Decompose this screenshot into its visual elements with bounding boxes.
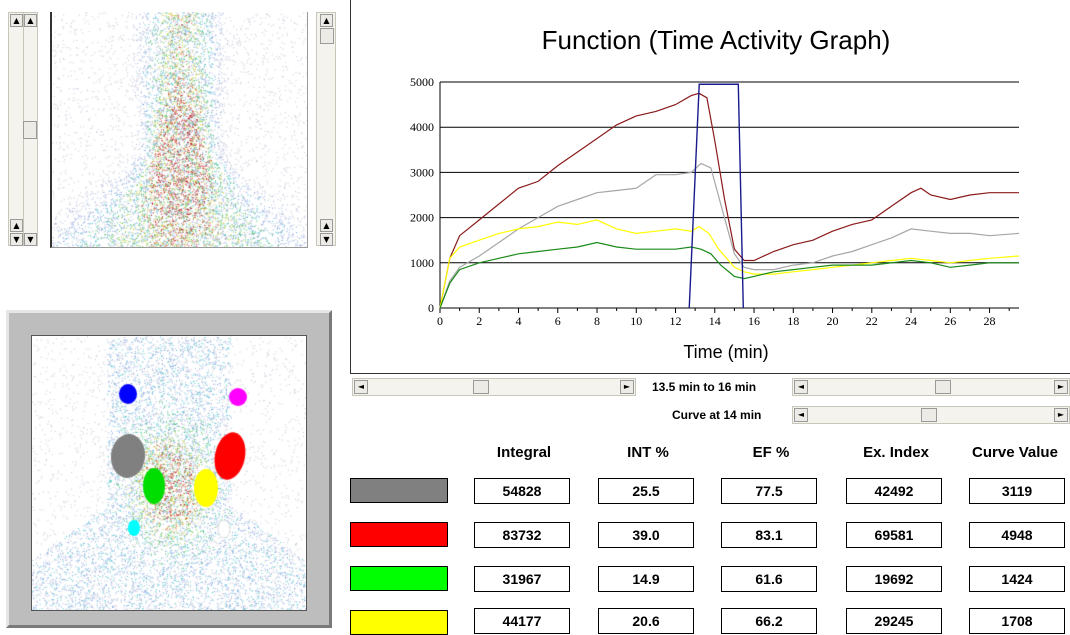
start-time-scrollbar[interactable]: ◄ ►: [352, 378, 636, 396]
scroll-thumb[interactable]: [473, 380, 489, 394]
left-vertical-scrollbar[interactable]: ▲ ▲ ▲ ▼ ▼: [8, 12, 38, 246]
top-scan-canvas: [52, 12, 307, 247]
roi-color-swatch: [350, 566, 448, 591]
roi-image-frame: [6, 310, 332, 628]
x-tick-label: 4: [516, 314, 522, 328]
column-header-ex-index: Ex. Index: [863, 444, 929, 461]
scroll-thumb[interactable]: [320, 28, 334, 44]
y-tick-label: 3000: [410, 165, 434, 179]
x-axis-label: Time (min): [683, 342, 768, 362]
series-line-0: [439, 92, 1019, 309]
top-scintigraphy-image: [50, 12, 308, 248]
y-tick-label: 4000: [410, 120, 434, 134]
scroll-right-button[interactable]: ►: [1054, 380, 1068, 394]
table-cell: 3119: [969, 478, 1065, 504]
table-cell: 20.6: [598, 608, 694, 634]
curve-time-label: Curve at 14 min: [672, 408, 762, 422]
roi-color-swatch: [350, 610, 448, 635]
scroll-down-button[interactable]: ▼: [10, 233, 23, 246]
x-tick-label: 24: [905, 314, 917, 328]
table-cell: 14.9: [598, 566, 694, 592]
x-tick-label: 18: [787, 314, 799, 328]
table-cell: 54828: [474, 478, 570, 504]
table-cell: 69581: [846, 522, 942, 548]
x-tick-label: 2: [476, 314, 482, 328]
y-tick-label: 5000: [410, 75, 434, 89]
series-line-3: [439, 241, 1019, 309]
x-tick-label: 26: [944, 314, 956, 328]
y-tick-label: 2000: [410, 211, 434, 225]
scroll-thumb[interactable]: [921, 408, 937, 422]
x-tick-label: 14: [709, 314, 721, 328]
scroll-thumb[interactable]: [935, 380, 951, 394]
table-cell: 1424: [969, 566, 1065, 592]
column-header-ef-percent: EF %: [752, 444, 790, 461]
column-header-int-percent: INT %: [627, 444, 669, 461]
scroll-down-button[interactable]: ▼: [320, 233, 333, 246]
table-cell: 83732: [474, 522, 570, 548]
roi-scan-canvas[interactable]: [32, 336, 306, 610]
scroll-up-button[interactable]: ▲: [10, 14, 23, 27]
time-activity-chart: Function (Time Activity Graph) Time (min…: [410, 25, 1020, 362]
table-cell: 61.6: [721, 566, 817, 592]
y-tick-label: 0: [428, 301, 434, 315]
table-cell: 39.0: [598, 522, 694, 548]
x-tick-label: 0: [437, 314, 443, 328]
roi-image-viewport[interactable]: [31, 335, 307, 611]
x-tick-label: 12: [670, 314, 682, 328]
series-line-2: [439, 219, 1020, 309]
x-tick-label: 6: [555, 314, 561, 328]
table-cell: 19692: [846, 566, 942, 592]
curve-time-scrollbar[interactable]: ◄ ►: [792, 406, 1070, 424]
column-header-curve-value: Curve Value: [972, 444, 1058, 461]
image-vertical-scrollbar[interactable]: ▲ ▲ ▼: [316, 12, 336, 246]
roi-color-swatch: [350, 522, 448, 547]
scroll-down-button[interactable]: ▲: [10, 219, 23, 232]
scroll-left-button[interactable]: ◄: [794, 380, 808, 394]
x-tick-label: 20: [827, 314, 839, 328]
scroll-right-button[interactable]: ►: [620, 380, 634, 394]
scroll-left-button[interactable]: ◄: [354, 380, 368, 394]
scroll-up-button[interactable]: ▲: [24, 14, 37, 27]
time-range-label: 13.5 min to 16 min: [652, 380, 757, 394]
x-tick-label: 16: [748, 314, 760, 328]
x-tick-label: 8: [594, 314, 600, 328]
table-cell: 42492: [846, 478, 942, 504]
scroll-thumb[interactable]: [23, 121, 37, 139]
scroll-down-button[interactable]: ▼: [24, 233, 37, 246]
time-activity-chart-panel: Function (Time Activity Graph) Time (min…: [350, 0, 1070, 374]
table-cell: 29245: [846, 608, 942, 634]
selection-window-marker: [688, 83, 744, 309]
scroll-down-button[interactable]: ▲: [320, 219, 333, 232]
table-cell: 83.1: [721, 522, 817, 548]
series-line-1: [439, 162, 1020, 309]
roi-color-swatch: [350, 478, 448, 503]
end-time-scrollbar[interactable]: ◄ ►: [792, 378, 1070, 396]
table-cell: 66.2: [721, 608, 817, 634]
scroll-up-button[interactable]: ▲: [320, 14, 333, 27]
table-cell: 44177: [474, 608, 570, 634]
y-tick-label: 1000: [410, 256, 434, 270]
scroll-right-button[interactable]: ►: [1054, 408, 1068, 422]
table-cell: 1708: [969, 608, 1065, 634]
scroll-left-button[interactable]: ◄: [794, 408, 808, 422]
table-cell: 31967: [474, 566, 570, 592]
table-cell: 25.5: [598, 478, 694, 504]
x-tick-label: 28: [984, 314, 996, 328]
chart-title: Function (Time Activity Graph): [542, 25, 891, 55]
x-tick-label: 22: [866, 314, 878, 328]
x-tick-label: 10: [630, 314, 642, 328]
column-header-integral: Integral: [496, 444, 552, 461]
table-cell: 4948: [969, 522, 1065, 548]
table-cell: 77.5: [721, 478, 817, 504]
